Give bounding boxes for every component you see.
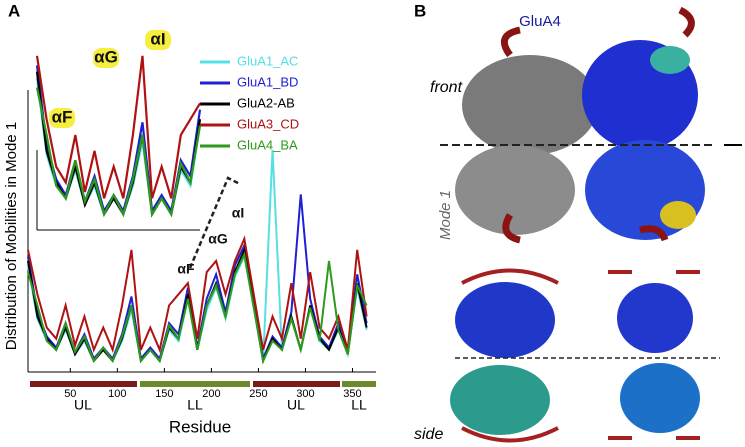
annotation: αI [150, 29, 165, 48]
view-label: front [430, 79, 463, 96]
series-line [27, 235, 368, 354]
annotation: αF [177, 261, 195, 277]
structure [660, 201, 696, 229]
x-tick-label: 350 [343, 388, 361, 400]
x-tick-label: 150 [155, 388, 173, 400]
arrow [461, 268, 559, 285]
arrow [502, 213, 521, 244]
x-axis-label: Residue [169, 417, 231, 436]
structure [450, 365, 550, 435]
annotation: αG [94, 47, 118, 66]
inset-series-line [35, 55, 201, 199]
annotation-highlight [93, 48, 119, 68]
x-tick-label: 300 [296, 388, 314, 400]
mode-label: Mode 1 [437, 190, 454, 240]
domain-label: LL [351, 397, 367, 413]
domain-bar [342, 381, 376, 387]
annotation-highlight [145, 30, 171, 50]
arrow [678, 6, 695, 38]
structure [650, 46, 690, 74]
y-axis-label: Distribution of Mobilities in Mode 1 [3, 122, 20, 350]
annotation: αG [208, 231, 228, 247]
inset-connector [188, 176, 241, 269]
panel-label: B [414, 1, 426, 20]
structure [617, 283, 693, 353]
domain-label: LL [187, 397, 203, 413]
domain-label: UL [74, 397, 92, 413]
x-tick-label: 250 [249, 388, 267, 400]
arrow [639, 225, 669, 242]
domain-bar [140, 381, 250, 387]
domain-bar [30, 381, 137, 387]
structure [462, 55, 598, 155]
view-label: side [414, 426, 443, 443]
panel-label: A [8, 1, 20, 20]
structure [620, 363, 700, 433]
x-tick-label: 100 [108, 388, 126, 400]
legend-label: GluA4_BA [237, 137, 298, 152]
annotation: αI [232, 205, 245, 221]
legend-label: GluA1_BD [237, 74, 298, 89]
protein-label: GluA4 [519, 13, 561, 30]
structure [455, 145, 575, 235]
x-tick-label: 50 [64, 388, 76, 400]
arrow [461, 426, 559, 443]
inset-series-line [35, 87, 202, 218]
annotation-highlight [49, 108, 75, 128]
annotation: αF [52, 107, 73, 126]
domain-label: UL [287, 397, 305, 413]
domain-bar [253, 381, 340, 387]
series-line [27, 251, 368, 365]
structure [455, 282, 555, 358]
arrow [500, 26, 521, 58]
x-tick-label: 200 [202, 388, 220, 400]
panel-b: B GluA4 front Mode 1 side [414, 1, 742, 443]
legend-label: GluA2-AB [237, 95, 295, 110]
legend-label: GluA3_CD [237, 116, 299, 131]
legend-label: GluA1_AC [237, 53, 298, 68]
